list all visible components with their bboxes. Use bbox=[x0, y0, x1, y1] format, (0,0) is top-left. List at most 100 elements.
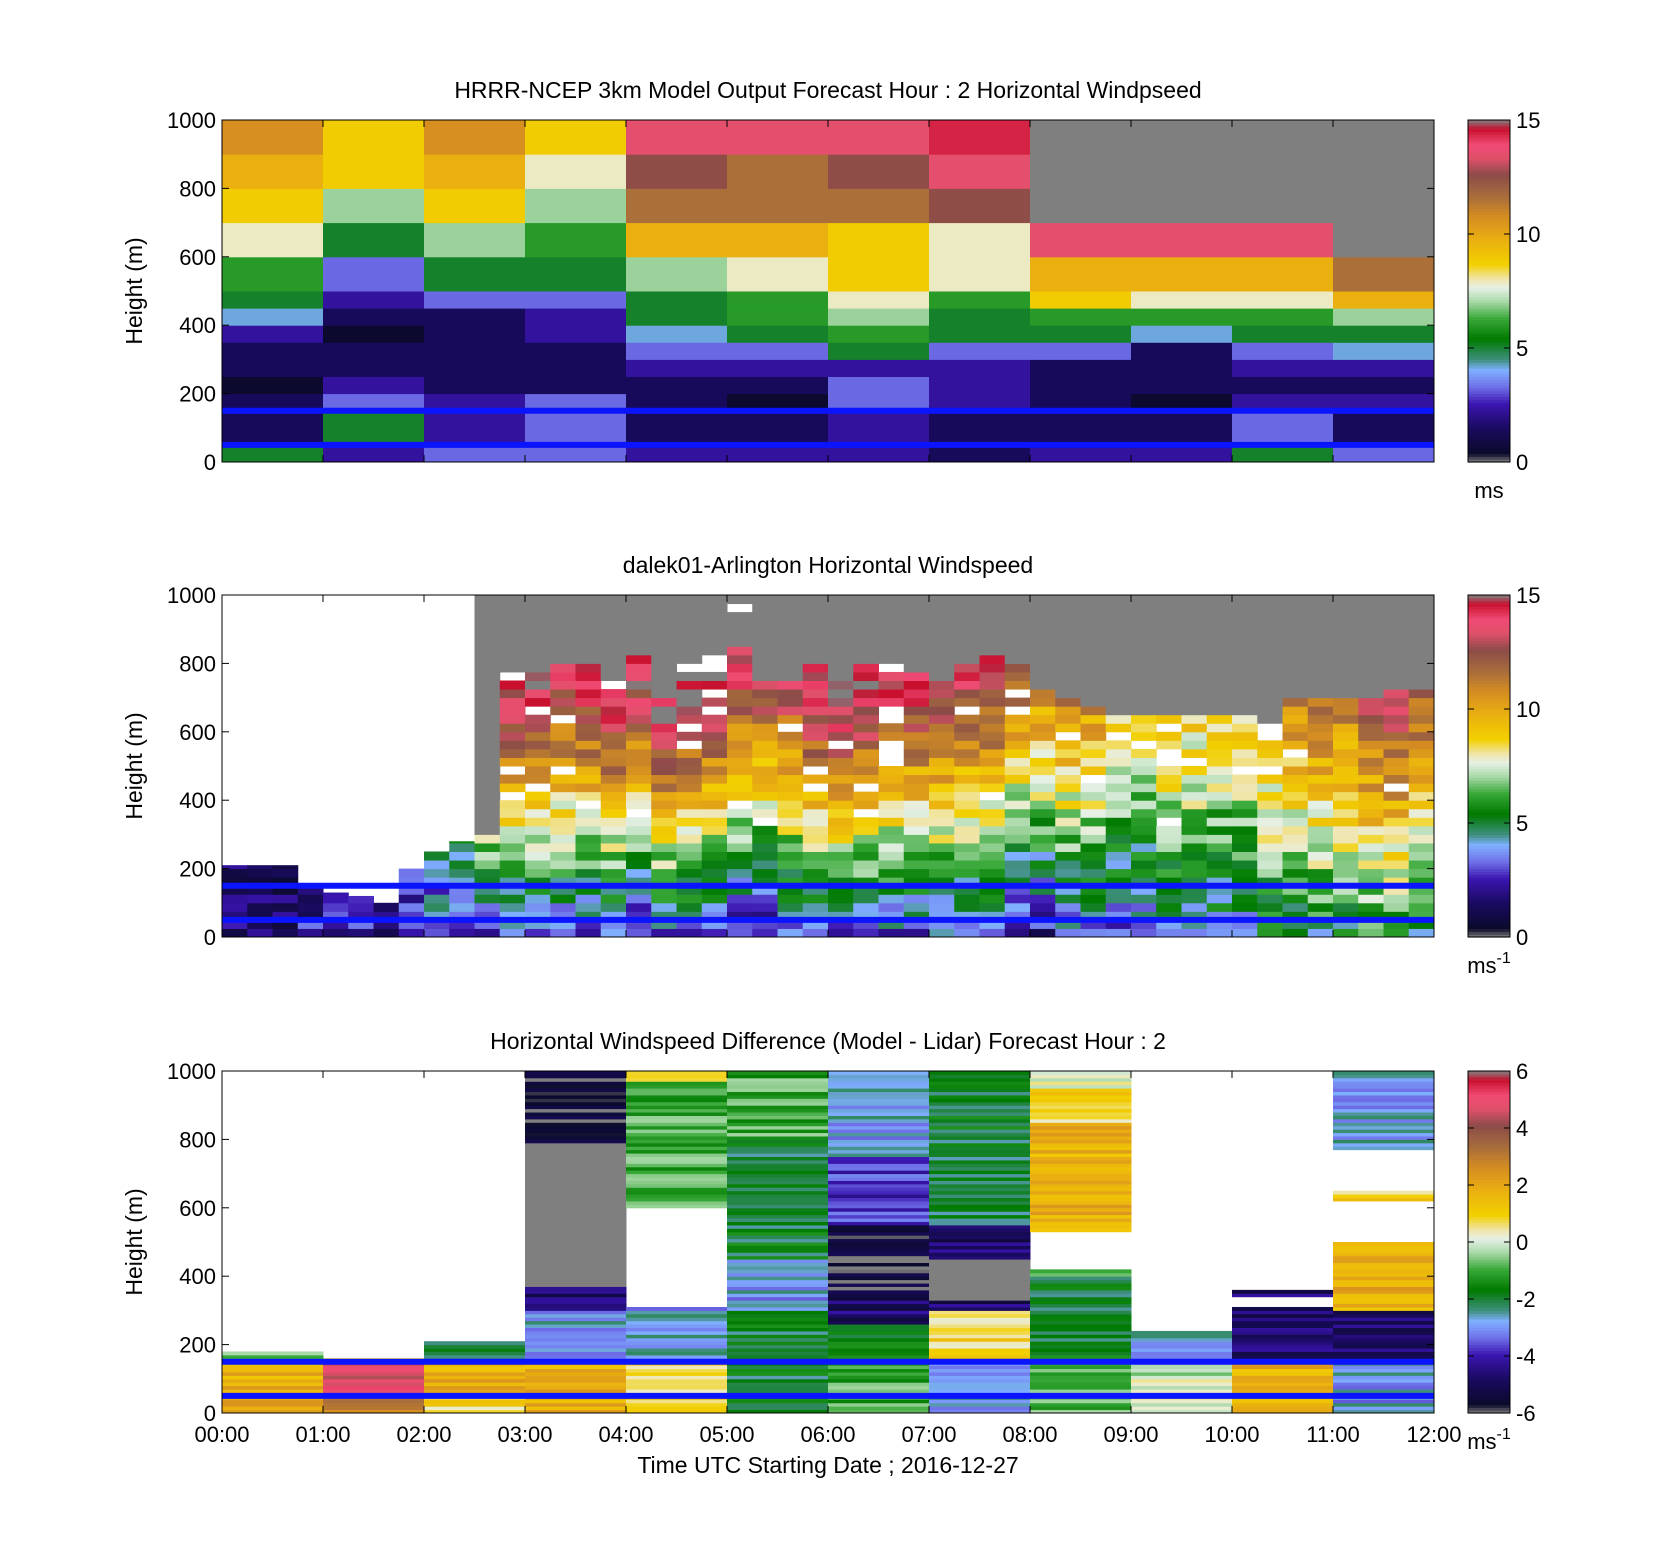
heatmap-cell bbox=[525, 1276, 627, 1281]
heatmap-cell bbox=[474, 791, 501, 801]
heatmap-cell bbox=[222, 1385, 324, 1390]
heatmap-cell bbox=[752, 928, 778, 938]
heatmap-cell bbox=[1232, 671, 1258, 681]
heatmap-cell bbox=[727, 1385, 829, 1390]
heatmap-cell bbox=[979, 723, 1006, 733]
heatmap-cell bbox=[1257, 646, 1283, 656]
colorbar-swatch bbox=[1468, 205, 1510, 209]
heatmap-cell bbox=[1131, 885, 1157, 895]
colorbar-swatch bbox=[1468, 862, 1510, 867]
heatmap-cell bbox=[525, 1122, 627, 1127]
heatmap-cell bbox=[727, 919, 753, 929]
heatmap-cell bbox=[424, 393, 526, 412]
heatmap-cell bbox=[626, 1320, 728, 1325]
heatmap-cell bbox=[1232, 1399, 1334, 1404]
heatmap-cell bbox=[474, 885, 501, 895]
heatmap-cell bbox=[1131, 1344, 1233, 1349]
heatmap-cell bbox=[1030, 1101, 1132, 1106]
heatmap-cell bbox=[1080, 902, 1107, 912]
heatmap-cell bbox=[1055, 723, 1081, 733]
heatmap-cell bbox=[550, 620, 576, 630]
heatmap-cell bbox=[1080, 680, 1107, 690]
heatmap-cell bbox=[1333, 877, 1359, 887]
heatmap-cell bbox=[853, 706, 879, 716]
heatmap-cell bbox=[1257, 603, 1283, 613]
heatmap-cell bbox=[929, 1190, 1031, 1195]
heatmap-cell bbox=[676, 603, 703, 613]
heatmap-cell bbox=[701, 783, 728, 793]
heatmap-cell bbox=[1408, 757, 1435, 767]
heatmap-cell bbox=[1156, 689, 1182, 699]
heatmap-cell bbox=[525, 1159, 627, 1164]
colorbar-tick-label: 0 bbox=[1516, 450, 1528, 475]
heatmap-cell bbox=[1232, 1378, 1334, 1383]
heatmap-cell bbox=[626, 1351, 728, 1356]
heatmap-cell bbox=[575, 919, 602, 929]
heatmap-cell bbox=[929, 188, 1031, 224]
heatmap-cell bbox=[727, 766, 753, 776]
heatmap-cell bbox=[727, 1262, 829, 1267]
heatmap-cell bbox=[903, 731, 930, 741]
colorbar-swatch bbox=[1468, 393, 1510, 398]
heatmap-cell bbox=[1030, 817, 1056, 827]
heatmap-cell bbox=[1181, 817, 1208, 827]
heatmap-cell bbox=[525, 748, 551, 758]
heatmap-cell bbox=[929, 911, 955, 921]
heatmap-cell bbox=[727, 1125, 829, 1130]
y-tick-label: 200 bbox=[179, 857, 216, 882]
heatmap-cell bbox=[903, 740, 930, 750]
colorbar-swatch bbox=[1468, 1356, 1510, 1360]
heatmap-cell bbox=[828, 1409, 930, 1414]
colorbar-swatch bbox=[1468, 379, 1510, 383]
heatmap-cell bbox=[979, 740, 1006, 750]
heatmap-cell bbox=[1333, 1081, 1435, 1086]
heatmap-cell bbox=[1232, 860, 1258, 870]
heatmap-cell bbox=[752, 919, 778, 929]
heatmap-cell bbox=[1333, 1245, 1435, 1250]
heatmap-cell bbox=[1131, 1337, 1233, 1342]
heatmap-cell bbox=[600, 928, 627, 938]
heatmap-cell bbox=[1131, 444, 1233, 463]
heatmap-cell bbox=[1030, 1187, 1132, 1192]
heatmap-cell bbox=[1030, 654, 1056, 664]
heatmap-cell bbox=[424, 1351, 526, 1356]
colorbar-swatch bbox=[1468, 657, 1510, 662]
heatmap-cell bbox=[1408, 689, 1435, 699]
colorbar-swatch bbox=[1468, 444, 1510, 449]
heatmap-cell bbox=[1206, 825, 1233, 835]
heatmap-cell bbox=[626, 1088, 728, 1093]
heatmap-cell bbox=[1030, 860, 1056, 870]
heatmap-cell bbox=[828, 1296, 930, 1301]
heatmap-cell bbox=[1030, 1156, 1132, 1161]
heatmap-cell bbox=[1358, 825, 1384, 835]
heatmap-cell bbox=[1232, 595, 1258, 605]
heatmap-cell bbox=[323, 222, 425, 258]
heatmap-cell bbox=[1030, 1348, 1132, 1352]
colorbar-swatch bbox=[1468, 834, 1510, 838]
heatmap-cell bbox=[651, 774, 677, 784]
colorbar-swatch bbox=[1468, 382, 1510, 386]
heatmap-cell bbox=[525, 1077, 627, 1082]
heatmap-cell bbox=[626, 791, 652, 801]
heatmap-cell bbox=[1030, 1406, 1132, 1411]
heatmap-cell bbox=[550, 612, 576, 622]
colorbar-swatch bbox=[1468, 234, 1510, 238]
colorbar-tick-label: 5 bbox=[1516, 336, 1528, 361]
heatmap-cell bbox=[525, 1293, 627, 1298]
colorbar-swatch bbox=[1468, 734, 1510, 739]
heatmap-cell bbox=[626, 620, 652, 630]
heatmap-cell bbox=[676, 842, 703, 852]
heatmap-cell bbox=[828, 1327, 930, 1332]
heatmap-cell bbox=[626, 359, 728, 377]
colorbar-swatch bbox=[1468, 871, 1510, 875]
heatmap-cell bbox=[878, 654, 905, 664]
heatmap-cell bbox=[828, 842, 854, 852]
heatmap-cell bbox=[727, 1378, 829, 1383]
colorbar-swatch bbox=[1468, 897, 1510, 901]
heatmap-cell bbox=[1358, 697, 1384, 707]
heatmap-cell bbox=[1105, 800, 1132, 810]
colorbar-swatch bbox=[1468, 674, 1510, 679]
heatmap-cell bbox=[1257, 714, 1283, 724]
heatmap-cell bbox=[1030, 1385, 1132, 1390]
colorbar-swatch bbox=[1468, 614, 1510, 619]
